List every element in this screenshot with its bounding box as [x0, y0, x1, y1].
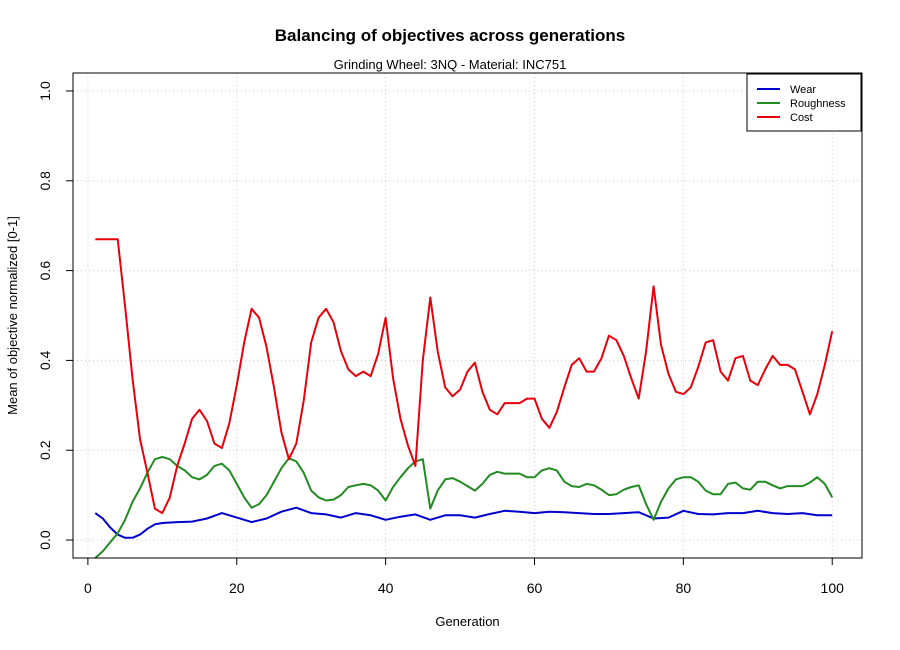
axes: 0 20 40 60 80 100 0.0 0.2 0.4 0.6 0.8 1.0	[37, 81, 844, 596]
legend-label-wear: Wear	[790, 84, 816, 96]
series-lines	[94, 238, 834, 559]
x-axis-title: Generation	[435, 614, 499, 629]
y-tick-label: 0.2	[37, 440, 53, 460]
x-tick-label: 60	[527, 580, 543, 596]
y-axis-title: Mean of objective normalized [0-1]	[5, 216, 20, 415]
series-line-cost	[95, 238, 834, 515]
legend-label-cost: Cost	[790, 112, 813, 124]
x-tick-label: 0	[84, 580, 92, 596]
x-tick-label: 40	[378, 580, 394, 596]
y-tick-label: 0.0	[37, 530, 53, 550]
legend: Wear Roughness Cost	[746, 73, 862, 132]
y-tick-label: 0.4	[37, 350, 53, 370]
chart-title: Balancing of objectives across generatio…	[274, 26, 626, 45]
series-line-roughness	[94, 456, 834, 559]
y-tick-label: 1.0	[37, 81, 53, 101]
x-tick-label: 20	[229, 580, 245, 596]
y-tick-label: 0.6	[37, 261, 53, 281]
legend-label-roughness: Roughness	[790, 98, 846, 110]
series-line-wear	[94, 506, 833, 539]
x-tick-label: 100	[821, 580, 845, 596]
chart-subtitle: Grinding Wheel: 3NQ - Material: INC751	[333, 57, 567, 72]
y-tick-label: 0.8	[37, 171, 53, 191]
x-tick-label: 80	[676, 580, 692, 596]
